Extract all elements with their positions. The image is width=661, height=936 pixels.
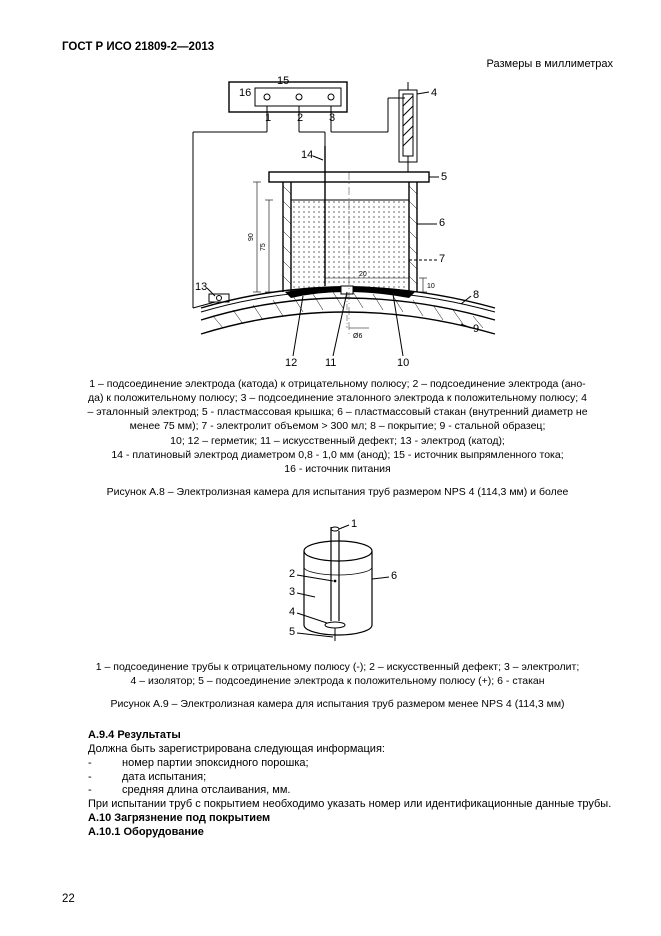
dim-90: 90 (248, 233, 255, 241)
callout-2: 2 (297, 112, 303, 124)
callout-3: 3 (329, 112, 335, 124)
a9-callout-4: 4 (289, 606, 295, 618)
figure-a9: 1 2 3 4 5 6 (62, 517, 613, 652)
figure-a9-legend: 1 – подсоединение трубы к отрицательному… (62, 660, 613, 688)
callout-6: 6 (439, 217, 445, 229)
figure-a8-svg: 16 15 1 2 3 (173, 76, 503, 366)
figure-a8: 16 15 1 2 3 (62, 76, 613, 371)
a94-list: номер партии эпоксидного порошка; дата и… (62, 757, 613, 798)
figure-a9-caption: Рисунок А.9 – Электролизная камера для и… (62, 698, 613, 711)
section-a94-title: А.9.4 Результаты (62, 729, 613, 743)
callout-16: 16 (239, 87, 251, 99)
callout-9: 9 (473, 323, 479, 335)
standard-id: ГОСТ Р ИСО 21809-2—2013 (62, 40, 613, 54)
dim-75: 75 (260, 243, 267, 251)
figure-a8-caption: Рисунок А.8 – Электролизная камера для и… (62, 486, 613, 499)
callout-8: 8 (473, 289, 479, 301)
a94-item-3: средняя длина отслаивания, мм. (88, 784, 613, 798)
figure-a9-svg: 1 2 3 4 5 6 (253, 517, 423, 647)
callout-14: 14 (301, 149, 313, 161)
callout-11: 11 (325, 357, 336, 366)
a94-note: При испытании труб с покрытием необходим… (62, 798, 613, 812)
a94-intro: Должна быть зарегистрирована следующая и… (62, 743, 613, 757)
a94-item-1: номер партии эпоксидного порошка; (88, 757, 613, 771)
callout-4: 4 (431, 87, 437, 99)
callout-15: 15 (277, 76, 289, 87)
section-a10-title: А.10 Загрязнение под покрытием (62, 812, 613, 826)
figure-a8-legend: 1 – подсоединение электрода (катода) к о… (62, 377, 613, 476)
page-number: 22 (62, 892, 75, 906)
a9-callout-2: 2 (289, 568, 295, 580)
callout-10: 10 (397, 357, 409, 366)
a9-callout-6: 6 (391, 570, 397, 582)
a9-callout-5: 5 (289, 626, 295, 638)
units-note: Размеры в миллиметрах (62, 58, 613, 72)
section-a101-title: А.10.1 Оборудование (62, 826, 613, 840)
a94-item-2: дата испытания; (88, 771, 613, 785)
a9-callout-1: 1 (351, 518, 357, 530)
dim-10: 10 (427, 283, 435, 290)
dim-20: 20 (359, 271, 367, 278)
callout-5: 5 (441, 171, 447, 183)
callout-12: 12 (285, 357, 297, 366)
a9-callout-3: 3 (289, 586, 295, 598)
body-text: А.9.4 Результаты Должна быть зарегистрир… (62, 729, 613, 839)
callout-1: 1 (265, 112, 271, 124)
dim-hole: Ø6 (353, 333, 362, 340)
callout-13: 13 (195, 281, 207, 293)
callout-7: 7 (439, 253, 445, 265)
